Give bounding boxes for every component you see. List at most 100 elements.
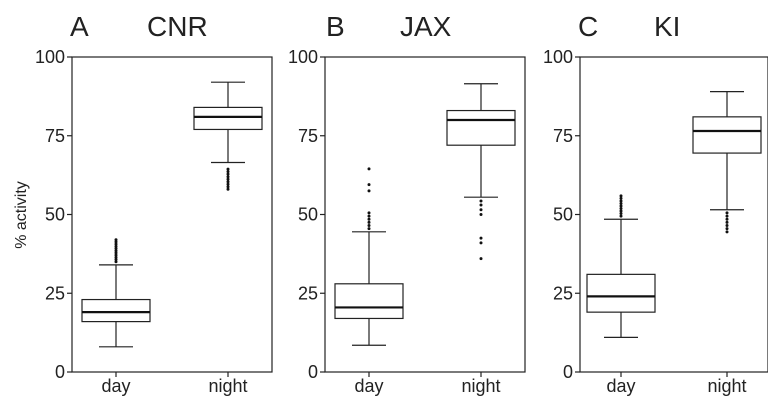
x-tick-label: day bbox=[101, 376, 130, 396]
iqr-box bbox=[586, 273, 656, 313]
panels: A CNR 0 25 50 75 100 day night B JAX 0 25 50 75 100 day n… bbox=[35, 11, 768, 396]
box-night: night bbox=[692, 91, 762, 396]
outlier-point bbox=[479, 257, 483, 261]
outlier-point bbox=[619, 199, 623, 203]
y-axis-label: % activity bbox=[13, 181, 30, 249]
outlier-point bbox=[479, 208, 483, 212]
outlier-point bbox=[114, 258, 118, 262]
outlier-point bbox=[226, 175, 230, 179]
panel-title: CNR bbox=[147, 11, 208, 42]
panel-title: KI bbox=[654, 11, 680, 42]
outlier-point bbox=[479, 241, 483, 245]
outlier-point bbox=[725, 230, 729, 234]
outlier-point bbox=[367, 183, 371, 187]
y-tick-label: 0 bbox=[55, 362, 65, 382]
outlier-point bbox=[367, 220, 371, 224]
x-tick-label: night bbox=[461, 376, 500, 396]
y-tick-label: 0 bbox=[563, 362, 573, 382]
outlier-point bbox=[725, 217, 729, 221]
outlier-point bbox=[479, 213, 483, 216]
x-tick-label: night bbox=[707, 376, 746, 396]
box-day: day bbox=[334, 167, 404, 396]
outlier-point bbox=[114, 249, 118, 253]
iqr-box bbox=[334, 283, 404, 320]
outlier-point bbox=[725, 220, 729, 224]
outlier-point bbox=[226, 182, 230, 186]
outlier-point bbox=[114, 251, 118, 255]
outlier-point bbox=[619, 196, 623, 200]
outlier-point bbox=[367, 224, 371, 228]
panel-letter: B bbox=[326, 11, 345, 42]
outlier-point bbox=[619, 207, 623, 211]
x-tick-label: day bbox=[606, 376, 635, 396]
outlier-point bbox=[479, 199, 483, 203]
iqr-box bbox=[193, 106, 263, 131]
panel-title: JAX bbox=[400, 11, 452, 42]
panel-b: B JAX 0 25 50 75 100 day night bbox=[288, 11, 526, 396]
outlier-point bbox=[479, 203, 483, 207]
outlier-point bbox=[725, 211, 729, 215]
outlier-point bbox=[114, 238, 118, 242]
outlier-point bbox=[367, 167, 371, 171]
outlier-point bbox=[226, 172, 230, 176]
outlier-point bbox=[367, 217, 371, 221]
y-tick-label: 100 bbox=[288, 47, 318, 67]
panel-a: A CNR 0 25 50 75 100 day night bbox=[35, 11, 273, 396]
outlier-point bbox=[226, 177, 230, 181]
iqr-box bbox=[81, 298, 151, 323]
outlier-point bbox=[114, 242, 118, 246]
outlier-point bbox=[114, 244, 118, 248]
y-tick-label: 25 bbox=[553, 283, 573, 303]
outlier-point bbox=[114, 247, 118, 251]
outlier-point bbox=[725, 224, 729, 228]
y-tick-label: 100 bbox=[543, 47, 573, 67]
plot-frame bbox=[71, 56, 273, 373]
y-tick-label: 50 bbox=[298, 205, 318, 225]
y-tick-label: 75 bbox=[45, 126, 65, 146]
outlier-point bbox=[226, 180, 230, 184]
y-tick-label: 75 bbox=[298, 126, 318, 146]
x-tick-label: night bbox=[208, 376, 247, 396]
outlier-point bbox=[619, 212, 623, 216]
panel-letter: A bbox=[70, 11, 89, 42]
outlier-point bbox=[226, 170, 230, 174]
y-tick-label: 25 bbox=[298, 283, 318, 303]
box-night: night bbox=[193, 81, 263, 396]
x-tick-label: day bbox=[354, 376, 383, 396]
panel-letter: C bbox=[578, 11, 598, 42]
outlier-point bbox=[114, 253, 118, 257]
box-day: day bbox=[81, 238, 151, 396]
panel-c: C KI 0 25 50 75 100 day night bbox=[543, 11, 768, 396]
y-tick-label: 75 bbox=[553, 126, 573, 146]
iqr-box bbox=[692, 116, 762, 154]
outlier-point bbox=[619, 201, 623, 205]
outlier-point bbox=[114, 240, 118, 244]
y-tick-label: 0 bbox=[308, 362, 318, 382]
outlier-point bbox=[479, 236, 483, 240]
plot-frame bbox=[579, 56, 768, 373]
outlier-point bbox=[114, 255, 118, 259]
outlier-point bbox=[725, 227, 729, 231]
y-tick-label: 25 bbox=[45, 283, 65, 303]
outlier-point bbox=[619, 209, 623, 213]
outlier-point bbox=[367, 189, 371, 193]
outlier-point bbox=[226, 185, 230, 189]
y-tick-label: 50 bbox=[553, 205, 573, 225]
y-tick-label: 50 bbox=[45, 205, 65, 225]
outlier-point bbox=[725, 214, 729, 218]
plot-frame bbox=[324, 56, 526, 373]
outlier-point bbox=[619, 194, 623, 198]
outlier-point bbox=[619, 204, 623, 208]
iqr-box bbox=[446, 109, 516, 146]
outlier-point bbox=[226, 187, 230, 191]
outlier-point bbox=[114, 260, 118, 264]
outlier-point bbox=[367, 227, 371, 231]
box-night: night bbox=[446, 83, 516, 396]
outlier-point bbox=[367, 214, 371, 218]
outlier-point bbox=[226, 167, 230, 171]
box-day: day bbox=[586, 194, 656, 396]
outlier-point bbox=[619, 214, 623, 218]
outlier-point bbox=[367, 211, 371, 215]
y-tick-label: 100 bbox=[35, 47, 65, 67]
